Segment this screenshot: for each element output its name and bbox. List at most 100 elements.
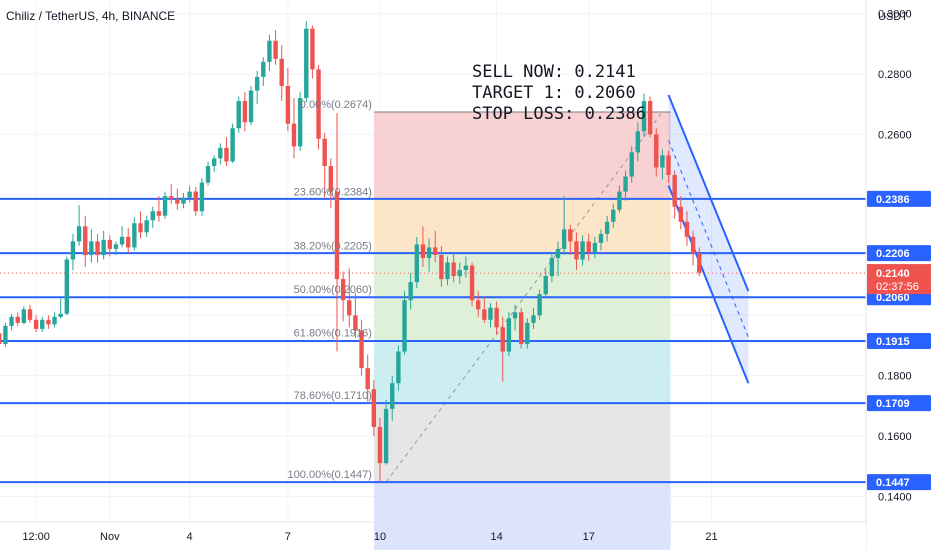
candle (611, 203, 616, 228)
candle (162, 191, 168, 219)
candle (555, 241, 561, 277)
fibonacci-retracement[interactable] (373, 111, 671, 522)
price-tick-label: 0.1600 (878, 431, 912, 443)
fib-label: 0.00%(0.2674) (300, 99, 372, 111)
candle-body (537, 294, 542, 316)
price-axis-unit: USDT (878, 11, 908, 23)
price-tick-label: 0.1400 (878, 491, 912, 503)
candle (592, 236, 598, 258)
fib-trend-line[interactable] (385, 111, 663, 483)
candle (175, 188, 180, 210)
candle (285, 67, 291, 132)
fib-zone-below-ext (373, 522, 671, 550)
candle-body (328, 165, 334, 192)
candle (433, 230, 438, 263)
channel-upper-line[interactable] (667, 94, 750, 292)
candle-body (445, 262, 450, 280)
candle-body (469, 265, 475, 301)
candle (328, 158, 334, 209)
candles (0, 21, 702, 483)
candle (101, 230, 106, 260)
candle-body (113, 244, 119, 249)
candle (476, 291, 481, 317)
candle-body (641, 101, 647, 132)
candle-body (9, 316, 14, 326)
fib-label: 100.00%(0.1447) (288, 469, 372, 481)
candle-body (254, 76, 260, 91)
candle-body (420, 244, 426, 258)
candle (242, 92, 248, 132)
candle-body (21, 309, 27, 323)
candle (604, 215, 610, 242)
candle-body (390, 383, 395, 409)
price-level-tag-bg (867, 395, 931, 412)
candle-body (660, 155, 665, 168)
price-level-tag-label: 0.1915 (876, 336, 910, 348)
price-tick-label: 0.1800 (878, 371, 912, 383)
candle (420, 226, 426, 268)
candle-body (672, 175, 677, 207)
candle (76, 205, 82, 246)
candle-body (604, 221, 610, 234)
candle (347, 268, 352, 328)
candle-body (162, 196, 168, 216)
price-level-tag[interactable]: 0.2206 (867, 245, 931, 262)
price-level-tag[interactable]: 0.1709 (867, 395, 931, 412)
candle (267, 34, 272, 71)
candle (64, 256, 70, 316)
time-tick-label: 4 (187, 531, 193, 543)
candle-body (457, 270, 462, 277)
candle-body (408, 282, 413, 301)
candle (83, 215, 88, 268)
candle (40, 316, 45, 332)
channel-midline (668, 140, 749, 338)
candle-body (598, 233, 604, 243)
candle (457, 262, 462, 284)
candle-body (506, 318, 512, 352)
time-tick-label: 12:00 (22, 531, 50, 543)
candle (383, 399, 389, 465)
candle-body (347, 300, 352, 316)
candle-body (353, 315, 358, 331)
candle (641, 93, 647, 138)
fib-label: 23.60%(0.2384) (294, 186, 372, 198)
candle-body (451, 262, 456, 277)
candle-body (46, 319, 51, 325)
candle (439, 245, 444, 287)
candle (291, 98, 297, 159)
candle-body (58, 313, 63, 317)
trade-annotation[interactable]: SELL NOW: 0.2141 TARGET 1: 0.2060 STOP L… (472, 62, 646, 125)
candle (684, 211, 690, 246)
candle-body (316, 69, 321, 139)
candle-body (340, 279, 346, 301)
price-level-tag[interactable]: 0.1447 (867, 474, 931, 491)
candle (377, 417, 383, 483)
price-level-tag-bg (867, 474, 931, 491)
candle (138, 211, 143, 239)
bar-countdown: 02:37:56 (876, 281, 919, 293)
fib-label: 78.60%(0.1710) (294, 390, 372, 402)
time-tick-label: 21 (705, 531, 717, 543)
candle (3, 322, 8, 347)
candle (89, 229, 94, 263)
candle-body (261, 61, 266, 77)
candle (279, 45, 284, 102)
candle (390, 375, 395, 421)
candle (211, 155, 217, 172)
candle-body (279, 58, 284, 86)
candle (353, 292, 358, 338)
candle-body (365, 368, 370, 390)
price-level-tag[interactable]: 0.2386 (867, 190, 931, 207)
candle (181, 193, 186, 209)
candle (629, 146, 634, 183)
time-axis[interactable]: 12:00 Nov 4 7 10 14 17 21 (0, 521, 866, 550)
horizontal-levels[interactable] (0, 197, 866, 484)
price-level-tag-label: 0.1709 (876, 398, 910, 410)
candle (52, 312, 57, 328)
candle-body (285, 85, 291, 124)
price-level-tag[interactable]: 0.1915 (867, 332, 931, 349)
